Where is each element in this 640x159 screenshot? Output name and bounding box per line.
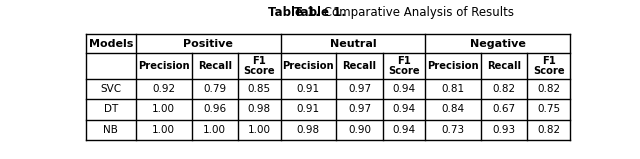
Text: 0.93: 0.93 bbox=[493, 125, 516, 135]
Text: Recall: Recall bbox=[342, 61, 376, 71]
Text: 0.73: 0.73 bbox=[442, 125, 465, 135]
Text: Precision: Precision bbox=[428, 61, 479, 71]
Text: 0.98: 0.98 bbox=[297, 125, 320, 135]
Text: Negative: Negative bbox=[470, 39, 525, 49]
Text: 0.94: 0.94 bbox=[392, 125, 415, 135]
Text: 0.94: 0.94 bbox=[392, 84, 415, 94]
Text: 0.98: 0.98 bbox=[248, 104, 271, 114]
Text: Precision: Precision bbox=[138, 61, 189, 71]
Text: 0.79: 0.79 bbox=[204, 84, 227, 94]
Text: Precision: Precision bbox=[283, 61, 334, 71]
Text: 0.82: 0.82 bbox=[537, 84, 561, 94]
Text: 0.67: 0.67 bbox=[493, 104, 516, 114]
Text: F1
Score: F1 Score bbox=[243, 56, 275, 76]
Text: 0.96: 0.96 bbox=[204, 104, 227, 114]
Text: Table 1.: Table 1. bbox=[268, 6, 320, 19]
Text: 0.75: 0.75 bbox=[537, 104, 561, 114]
Text: Table 1.: Table 1. bbox=[294, 6, 346, 19]
Text: 0.90: 0.90 bbox=[348, 125, 371, 135]
Text: Models: Models bbox=[89, 39, 133, 49]
Text: 0.92: 0.92 bbox=[152, 84, 175, 94]
Text: Positive: Positive bbox=[183, 39, 233, 49]
Text: NB: NB bbox=[104, 125, 118, 135]
Text: Recall: Recall bbox=[487, 61, 521, 71]
Text: F1
Score: F1 Score bbox=[533, 56, 564, 76]
Text: 0.81: 0.81 bbox=[442, 84, 465, 94]
Text: 1.00: 1.00 bbox=[152, 125, 175, 135]
Text: 0.94: 0.94 bbox=[392, 104, 415, 114]
Text: DT: DT bbox=[104, 104, 118, 114]
Text: Recall: Recall bbox=[198, 61, 232, 71]
Text: 0.85: 0.85 bbox=[248, 84, 271, 94]
Text: 1.00: 1.00 bbox=[204, 125, 227, 135]
Text: 0.97: 0.97 bbox=[348, 104, 371, 114]
Text: 0.91: 0.91 bbox=[297, 84, 320, 94]
Text: 0.91: 0.91 bbox=[297, 104, 320, 114]
Text: 1.00: 1.00 bbox=[248, 125, 271, 135]
Text: 1.00: 1.00 bbox=[152, 104, 175, 114]
Text: 0.84: 0.84 bbox=[442, 104, 465, 114]
Text: Comparative Analysis of Results: Comparative Analysis of Results bbox=[320, 6, 514, 19]
Text: F1
Score: F1 Score bbox=[388, 56, 420, 76]
Text: Table 1. Comparative Analysis of Results: Table 1. Comparative Analysis of Results bbox=[200, 6, 440, 19]
Text: 0.82: 0.82 bbox=[493, 84, 516, 94]
Text: Neutral: Neutral bbox=[330, 39, 376, 49]
Text: 0.82: 0.82 bbox=[537, 125, 561, 135]
Text: 0.97: 0.97 bbox=[348, 84, 371, 94]
Text: SVC: SVC bbox=[100, 84, 122, 94]
